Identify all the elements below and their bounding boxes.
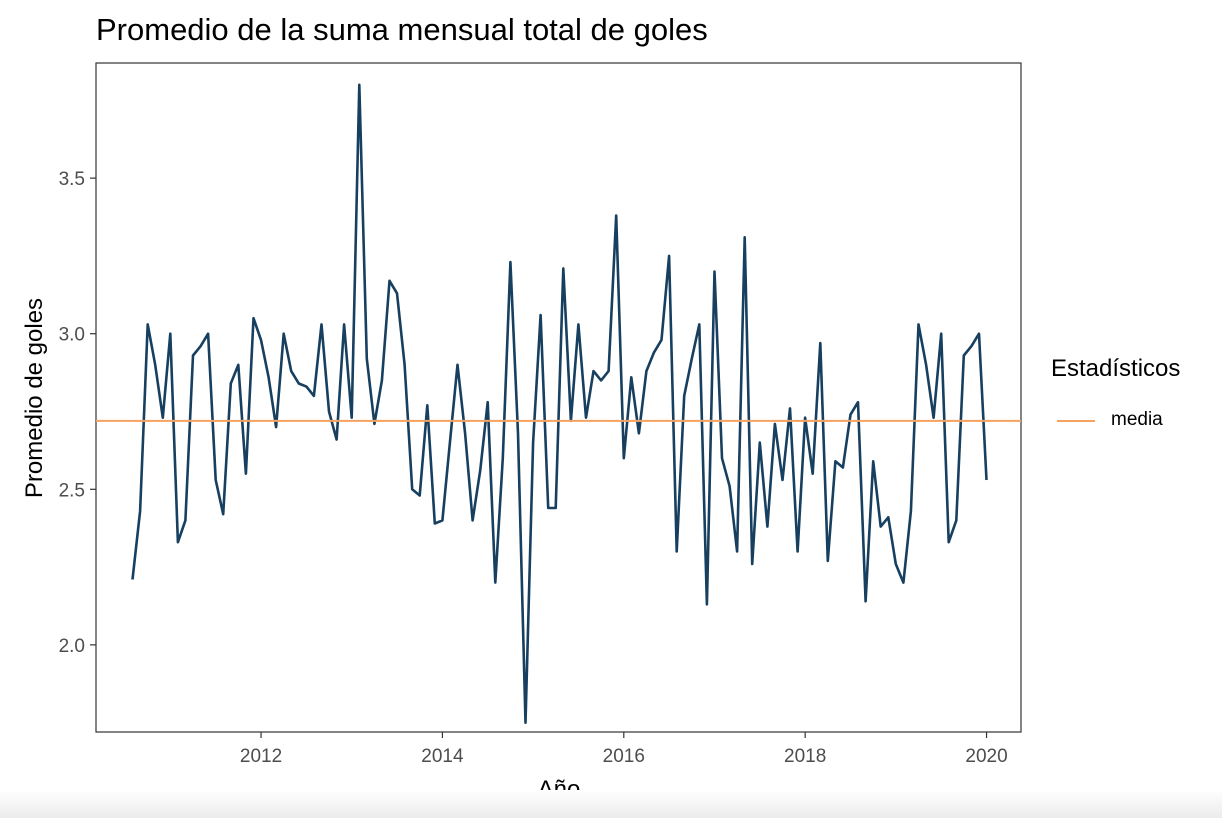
x-tick-label: 2012: [240, 746, 282, 767]
x-tick-label: 2018: [784, 746, 826, 767]
y-tick-label: 3.5: [59, 169, 85, 190]
window-bottom-edge: [0, 790, 1222, 818]
x-tick-label: 2014: [421, 746, 464, 767]
y-axis-label: Promedio de goles: [21, 298, 48, 498]
x-tick-label: 2016: [603, 746, 645, 767]
legend-title: Estadísticos: [1051, 355, 1181, 382]
legend-label-media: media: [1111, 409, 1163, 430]
y-tick-label: 2.0: [59, 636, 85, 657]
y-tick-label: 2.5: [59, 480, 85, 501]
x-tick-label: 2020: [965, 746, 1007, 767]
chart-title: Promedio de la suma mensual total de gol…: [96, 12, 708, 47]
series-line-promedio: [131, 83, 988, 725]
y-tick-label: 3.0: [59, 325, 85, 346]
